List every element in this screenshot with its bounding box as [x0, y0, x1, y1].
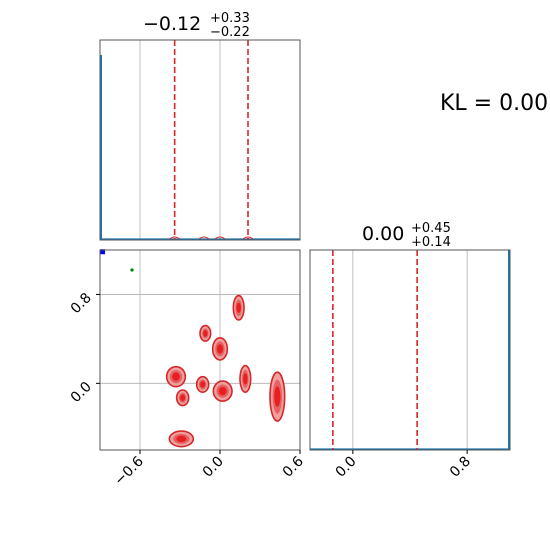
- title-value: 0.00: [362, 223, 404, 245]
- true-value-marker: [100, 249, 105, 255]
- grid-lines: [100, 250, 301, 450]
- kl-label: KL = 0.00: [440, 91, 548, 116]
- contour-core: [243, 373, 248, 385]
- joint-panel: −0.6 0.0 0.6 0.0 0.8: [68, 249, 307, 489]
- contour-blob: [175, 389, 190, 407]
- grid-lines: [139, 40, 301, 240]
- contour-core: [176, 435, 187, 443]
- contour-blob: [199, 324, 212, 342]
- contour-blob: [232, 294, 245, 321]
- y-tick-label: 0.0: [68, 379, 95, 406]
- contour-blob: [168, 430, 195, 448]
- quantile-lines: [332, 250, 418, 450]
- marginal-panel-param-2: 0.0 0.8 0.00 +0.45 ∔0.14: [309, 221, 511, 481]
- y-tick-labels: 0.0 0.8: [68, 290, 100, 406]
- contour-core: [236, 302, 241, 313]
- x-tick-label: 0.6: [280, 453, 307, 480]
- histogram-bump: [214, 236, 226, 240]
- contour-core: [203, 330, 208, 337]
- title-plus: +0.33: [210, 11, 250, 26]
- contour-core: [274, 386, 281, 407]
- x-tick-label: 0.0: [200, 454, 227, 481]
- axes-frame: [99, 249, 301, 451]
- contour-blob: [195, 375, 210, 394]
- title-plus: +0.45: [411, 221, 451, 236]
- histogram-bump: [242, 236, 254, 240]
- contour-core: [218, 386, 227, 396]
- axes-frame: [99, 39, 301, 241]
- contour-core: [180, 394, 186, 402]
- histogram-bump: [198, 236, 210, 240]
- marker-points: [100, 249, 134, 272]
- contours: [165, 294, 286, 448]
- contour-core: [172, 372, 180, 381]
- contour-blob: [239, 364, 252, 394]
- x-tick-labels: 0.0 0.8: [333, 450, 474, 481]
- axes-frame: [309, 249, 511, 451]
- histogram-bump: [169, 236, 180, 240]
- y-tick-label: 0.8: [68, 290, 95, 317]
- x-tick-label: 0.0: [333, 454, 360, 481]
- title-minus: −0.22: [210, 25, 250, 40]
- x-tick-labels: −0.6 0.0 0.6: [111, 450, 307, 489]
- x-tick-label: 0.8: [447, 454, 474, 481]
- contour-blob: [212, 380, 233, 402]
- histogram: [100, 55, 300, 240]
- contour-blob: [269, 371, 286, 422]
- reference-marker: [130, 268, 134, 272]
- title-value: −0.12: [143, 13, 201, 35]
- title-minus: ∔0.14: [411, 235, 451, 250]
- grid-lines: [352, 250, 468, 450]
- contour-core: [200, 381, 206, 388]
- quantile-lines: [173, 40, 249, 240]
- marginal-panel-param-1: −0.12 +0.33 −0.22: [99, 11, 301, 241]
- contour-core: [216, 344, 224, 354]
- x-tick-label: −0.6: [111, 453, 146, 488]
- histogram: [310, 250, 510, 450]
- contour-blob: [211, 336, 229, 361]
- contour-blob: [165, 365, 187, 388]
